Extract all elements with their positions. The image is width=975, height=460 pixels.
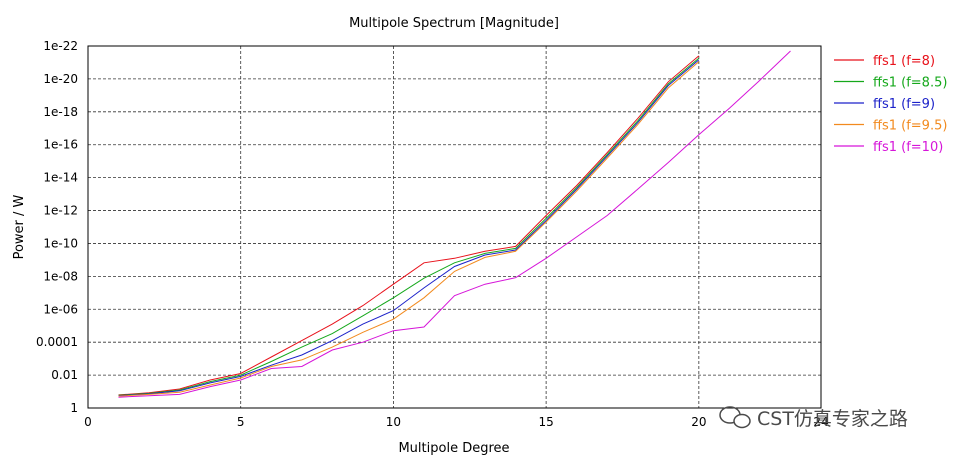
- legend-label: ffs1 (f=8.5): [873, 76, 947, 91]
- series-line: [118, 55, 700, 396]
- x-tick-label: 10: [386, 415, 401, 429]
- series-line: [118, 50, 791, 398]
- series-lines: [118, 50, 791, 398]
- x-tick-label: 15: [538, 415, 553, 429]
- y-tick-label: 1e-16: [43, 138, 78, 152]
- y-tick-label: 1e-20: [43, 72, 78, 86]
- x-axis-ticks: 0 5 10 15 20 24: [84, 415, 828, 429]
- x-tick-label: 5: [237, 415, 245, 429]
- x-tick-label: 0: [84, 415, 92, 429]
- watermark: CST仿真专家之路: [719, 406, 908, 430]
- x-axis-label: Multipole Degree: [398, 441, 509, 456]
- series-line: [118, 61, 700, 397]
- legend-label: ffs1 (f=9): [873, 97, 935, 112]
- y-axis-ticks: 1 0.01 0.0001 1e-06 1e-08 1e-10 1e-12 1e-14 1e-1…: [36, 39, 78, 415]
- y-tick-label: 0.01: [51, 368, 78, 382]
- series-line: [118, 57, 700, 396]
- legend-label: ffs1 (f=8): [873, 54, 935, 69]
- legend: ffs1 (f=8) ffs1 (f=8.5) ffs1 (f=9) ffs1 (f=…: [834, 54, 947, 155]
- y-tick-label: 1e-18: [43, 105, 78, 119]
- y-tick-label: 1e-12: [43, 204, 78, 218]
- legend-label: ffs1 (f=9.5): [873, 119, 947, 134]
- x-tick-label: 24: [813, 415, 828, 429]
- chart-title: Multipole Spectrum [Magnitude]: [349, 16, 559, 31]
- y-tick-label: 1e-14: [43, 171, 78, 185]
- y-tick-label: 1: [70, 401, 78, 415]
- plot-frame: [87, 45, 822, 409]
- x-tick-label: 20: [691, 415, 706, 429]
- series-line: [118, 59, 700, 397]
- y-tick-label: 0.0001: [36, 335, 78, 349]
- y-axis-label: Power / W: [12, 194, 27, 259]
- watermark-text: CST仿真专家之路: [757, 408, 908, 430]
- y-tick-label: 1e-22: [43, 39, 78, 53]
- grid: [88, 45, 821, 409]
- wechat-icon: [719, 406, 751, 429]
- y-tick-label: 1e-10: [43, 236, 78, 250]
- y-tick-label: 1e-08: [43, 269, 78, 283]
- legend-label: ffs1 (f=10): [873, 140, 943, 155]
- y-tick-label: 1e-06: [43, 302, 78, 316]
